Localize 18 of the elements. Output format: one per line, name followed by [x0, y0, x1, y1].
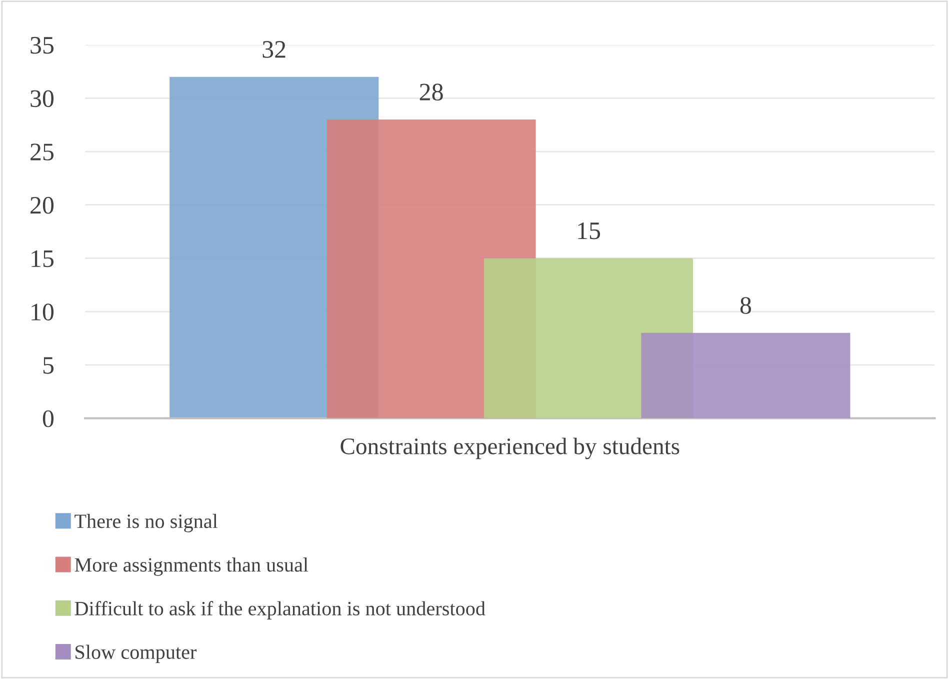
legend-label: Difficult to ask if the explanation is not understood	[74, 601, 486, 620]
y-tick-label: 35	[30, 36, 54, 54]
y-tick-label: 25	[30, 144, 54, 160]
legend-label: There is no signal	[74, 514, 218, 532]
bar	[641, 332, 850, 418]
legend-label: More assignments than usual	[74, 558, 308, 576]
y-tick-label: 20	[30, 196, 54, 214]
x-tick-label: Constraints experienced by students	[340, 438, 680, 460]
data-label: 15	[578, 222, 600, 240]
data-label: 32	[262, 41, 286, 58]
y-tick-label: 10	[32, 304, 54, 320]
legend-label: Slow computer	[76, 644, 197, 664]
y-tick-label: 0	[42, 410, 54, 428]
y-tick-label: 30	[30, 90, 54, 108]
y-tick-label: 5	[43, 357, 54, 374]
data-label: 8	[740, 297, 751, 314]
data-label: 28	[420, 84, 443, 101]
y-tick-label: 15	[32, 250, 54, 268]
